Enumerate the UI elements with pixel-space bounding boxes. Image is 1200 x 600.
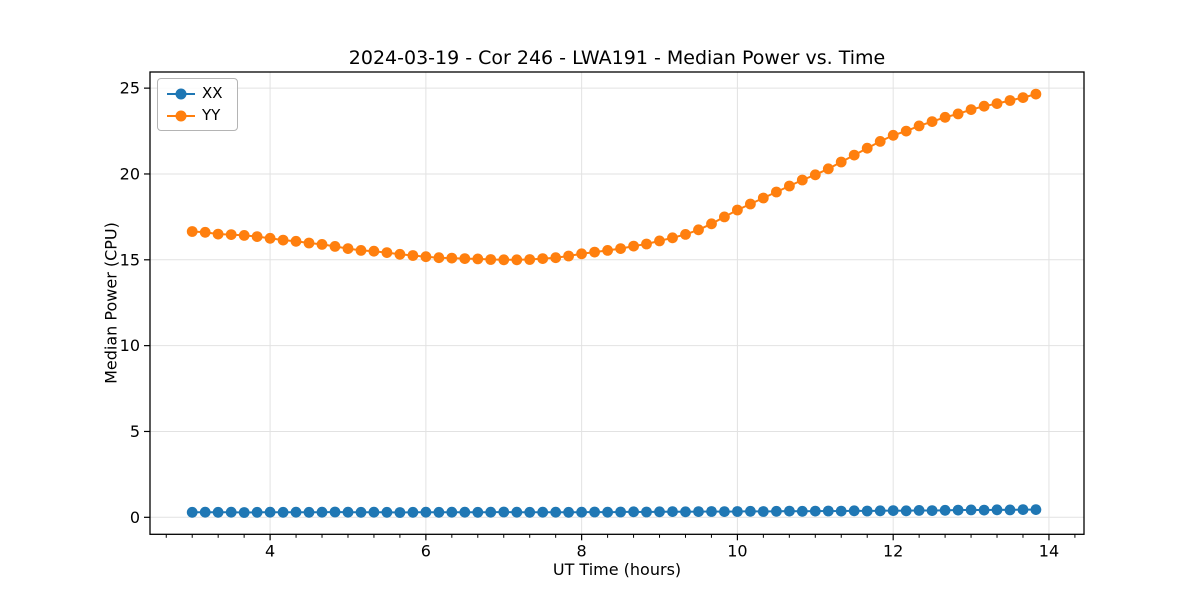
svg-text:5: 5 [130, 422, 140, 441]
legend-entry-xx: XX [167, 86, 223, 101]
legend-label-xx: XX [202, 84, 223, 102]
svg-text:10: 10 [120, 336, 140, 355]
line-dot-marker-icon [167, 110, 195, 122]
svg-text:4: 4 [265, 541, 275, 560]
svg-text:14: 14 [1039, 541, 1059, 560]
line-dot-marker-icon [167, 88, 195, 100]
svg-text:0: 0 [130, 508, 140, 527]
svg-text:8: 8 [577, 541, 587, 560]
svg-text:10: 10 [727, 541, 747, 560]
svg-text:15: 15 [120, 250, 140, 269]
legend-entry-yy: YY [167, 108, 223, 123]
svg-text:25: 25 [120, 79, 140, 98]
y-axis-label: Median Power (CPU) [101, 222, 121, 384]
legend: XX YY [157, 78, 238, 131]
chart-title: 2024-03-19 - Cor 246 - LWA191 - Median P… [348, 47, 886, 69]
svg-text:6: 6 [421, 541, 431, 560]
legend-label-yy: YY [202, 106, 221, 124]
x-axis-label: UT Time (hours) [552, 560, 682, 579]
svg-text:20: 20 [120, 164, 140, 183]
svg-text:12: 12 [883, 541, 903, 560]
